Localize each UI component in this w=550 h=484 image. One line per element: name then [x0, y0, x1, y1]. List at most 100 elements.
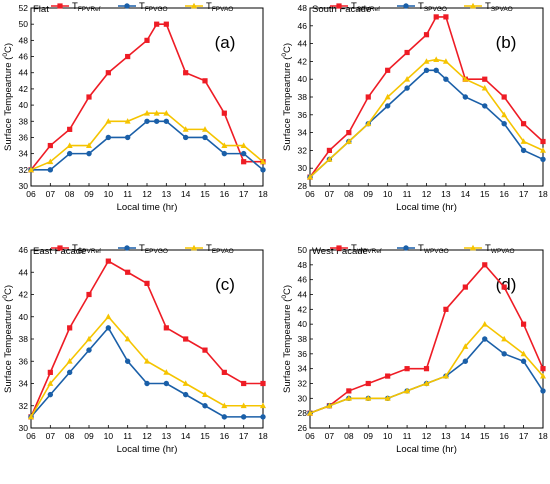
marker-triangle [144, 109, 150, 116]
marker-square [336, 3, 342, 9]
marker-triangle [501, 335, 508, 342]
marker-circle [105, 325, 112, 331]
marker-triangle [423, 58, 430, 64]
x-tick-label: 15 [480, 431, 490, 441]
marker-triangle [260, 402, 266, 409]
marker-square [501, 284, 507, 290]
legend-label: TWPVGO [418, 243, 449, 255]
y-axis-label: Surface Tempearture (0C) [281, 43, 293, 151]
x-tick-label: 06 [305, 431, 315, 441]
panel-3: 26 28 30 32 34 36 38 40 42 44 46 48 50 06 07 08 09 10 11 12… [281, 243, 548, 455]
y-tick-label: 38 [298, 92, 308, 102]
y-axis-label: Surface Tempearture (0C) [2, 285, 14, 393]
x-tick-label: 17 [239, 431, 249, 441]
x-tick-label: 13 [162, 189, 172, 199]
marker-triangle [481, 320, 488, 327]
series-line [30, 326, 263, 418]
x-tick-label: 10 [104, 431, 114, 441]
series-line [30, 112, 264, 171]
y-tick-label: 44 [19, 68, 29, 78]
marker-triangle [540, 372, 546, 379]
y-tick-label: 46 [298, 275, 308, 285]
x-tick-label: 12 [142, 431, 152, 441]
panel-title: West Facade [312, 246, 368, 257]
legend-label: TSPVGO [418, 1, 447, 13]
legend-label: TEPVRef [72, 243, 101, 255]
marker-circle [520, 358, 527, 364]
y-tick-label: 42 [298, 304, 308, 314]
marker-square [520, 121, 527, 127]
marker-triangle [384, 93, 391, 100]
y-tick-label: 46 [19, 245, 29, 255]
marker-triangle [66, 358, 73, 364]
x-axis-label: Local time (hr) [117, 444, 178, 455]
marker-square [105, 258, 111, 264]
marker-triangle [520, 350, 527, 357]
marker-triangle [307, 409, 313, 416]
marker-circle [240, 150, 247, 157]
marker-square [433, 14, 439, 20]
y-tick-label: 34 [19, 379, 29, 389]
y-tick-label: 38 [19, 116, 29, 126]
legend-label: TSPVAO [485, 1, 513, 13]
marker-circle [163, 118, 170, 124]
marker-square [47, 369, 53, 375]
marker-triangle [540, 147, 546, 153]
x-tick-label: 17 [239, 189, 249, 199]
x-tick-label: 14 [181, 431, 191, 441]
marker-triangle [28, 413, 34, 420]
legend-entry: TSPVRef [330, 1, 380, 13]
y-tick-label: 44 [298, 39, 308, 49]
marker-triangle [433, 56, 440, 63]
legend-label: TEPVAO [206, 243, 234, 255]
y-tick-label: 42 [298, 56, 308, 66]
marker-circle [404, 85, 410, 91]
marker-triangle [326, 402, 333, 409]
x-tick-label: 11 [123, 431, 132, 441]
marker-triangle [470, 244, 476, 251]
x-tick-label: 16 [499, 189, 509, 199]
marker-square [86, 94, 92, 100]
legend-entry: TFPVGO [118, 1, 168, 13]
legend-entry: TEPVAO [185, 243, 234, 255]
legend-label: TEPVGO [139, 243, 168, 255]
x-tick-label: 11 [123, 189, 132, 199]
marker-circle [501, 121, 507, 127]
panel-letter: (c) [215, 275, 235, 294]
marker-triangle [202, 391, 208, 398]
y-tick-label: 28 [298, 181, 308, 191]
marker-triangle [163, 109, 170, 116]
marker-square [462, 284, 468, 290]
x-tick-label: 10 [383, 189, 393, 199]
marker-circle [260, 167, 266, 173]
x-tick-label: 12 [422, 189, 432, 199]
panel-title: Flat [33, 4, 49, 15]
marker-triangle [442, 58, 449, 64]
marker-triangle [365, 120, 372, 127]
y-tick-label: 48 [19, 35, 29, 45]
y-tick-label: 36 [19, 356, 29, 366]
marker-square [326, 147, 333, 153]
marker-square [346, 130, 352, 136]
marker-square [163, 325, 169, 331]
marker-triangle [124, 335, 131, 342]
x-tick-label: 11 [403, 431, 412, 441]
marker-square [540, 138, 546, 145]
marker-triangle [240, 142, 247, 148]
marker-circle [221, 414, 228, 420]
marker-circle [540, 156, 546, 162]
x-tick-label: 09 [84, 431, 94, 441]
x-tick-label: 13 [162, 431, 172, 441]
marker-triangle [86, 142, 92, 148]
panel-2: 30 32 34 36 38 40 42 44 46 06 07 08 09 10 11 12 13 14 15 16… [2, 243, 268, 455]
y-tick-label: 26 [298, 423, 308, 433]
y-tick-label: 32 [298, 145, 308, 155]
marker-circle [66, 150, 73, 157]
marker-circle [202, 403, 208, 409]
x-tick-label: 08 [344, 189, 354, 199]
legend-entry: TWPVAO [464, 243, 515, 255]
marker-circle [482, 336, 488, 342]
x-axis-label: Local time (hr) [396, 202, 457, 213]
marker-triangle [365, 395, 372, 401]
x-tick-label: 09 [84, 189, 94, 199]
